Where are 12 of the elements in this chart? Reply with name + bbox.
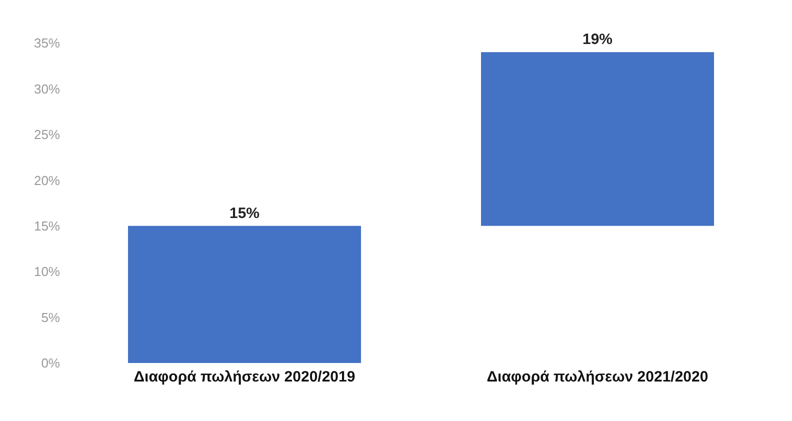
data-label: 15% [229,204,260,222]
y-tick-label: 25% [34,127,60,142]
data-label: 19% [582,31,613,48]
y-tick-label: 15% [34,218,60,234]
y-tick-label: 0% [41,356,60,371]
y-tick-label: 35% [34,36,60,51]
y-tick-label: 10% [34,264,60,280]
x-tick-label: Διαφορά πωλήσεων 2020/2019 [134,368,356,386]
y-tick-label: 5% [41,310,60,325]
x-tick-label: Διαφορά πωλήσεων 2021/2020 [486,368,708,386]
y-tick-label: 30% [34,81,60,96]
y-tick-label: 20% [34,172,60,188]
